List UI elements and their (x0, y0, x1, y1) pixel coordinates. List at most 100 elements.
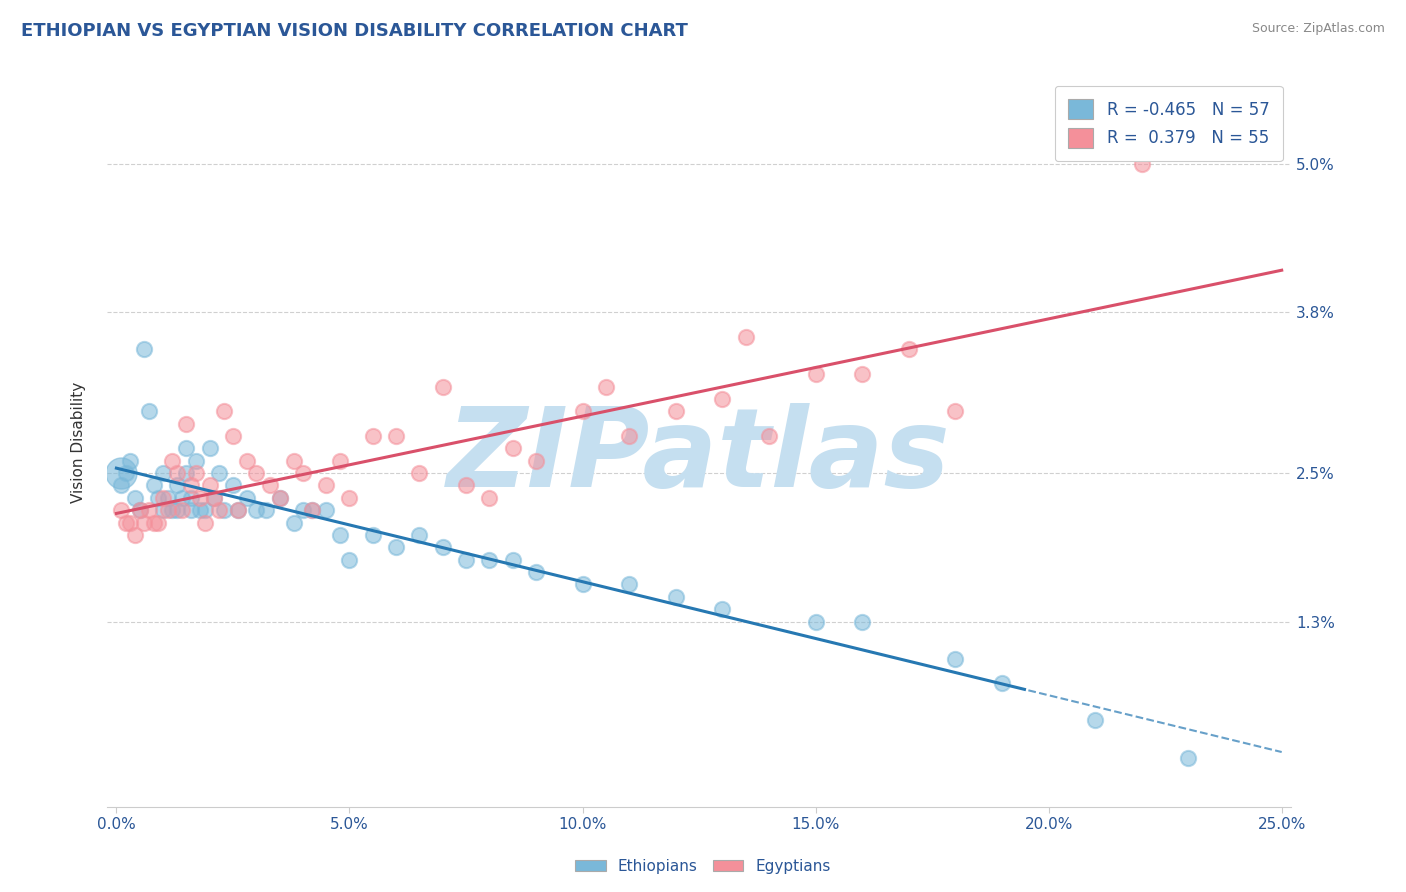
Point (180, 491, 202, 505)
Point (226, 503, 249, 517)
Point (315, 503, 337, 517)
Point (194, 503, 217, 517)
Y-axis label: Vision Disability: Vision Disability (72, 382, 86, 503)
Point (208, 503, 231, 517)
Point (236, 491, 259, 505)
Point (180, 503, 202, 517)
Point (166, 466, 188, 480)
Point (804, 368, 827, 382)
Point (128, 503, 150, 517)
Point (269, 491, 291, 505)
Point (361, 429, 384, 443)
Point (432, 379, 454, 393)
Point (329, 454, 352, 468)
Point (110, 466, 132, 480)
Point (945, 404, 967, 418)
Text: Source: ZipAtlas.com: Source: ZipAtlas.com (1251, 22, 1385, 36)
Point (897, 343, 920, 357)
Point (124, 528, 146, 542)
Point (571, 404, 593, 418)
Point (170, 503, 193, 517)
Point (110, 478, 132, 492)
Point (408, 528, 430, 542)
Point (212, 404, 235, 418)
Point (269, 491, 291, 505)
Point (138, 503, 160, 517)
Point (804, 615, 827, 629)
Point (120, 516, 142, 530)
Point (148, 491, 170, 505)
Point (138, 404, 160, 418)
Point (254, 503, 277, 517)
Point (222, 478, 245, 492)
Point (1084, 714, 1107, 728)
Point (128, 503, 150, 517)
Point (156, 491, 179, 505)
Point (176, 466, 198, 480)
Point (478, 552, 501, 566)
Point (194, 516, 217, 530)
Legend: Ethiopians, Egyptians: Ethiopians, Egyptians (569, 853, 837, 880)
Point (595, 379, 617, 393)
Point (226, 503, 249, 517)
Point (184, 454, 207, 468)
Point (339, 491, 361, 505)
Point (315, 478, 337, 492)
Point (571, 577, 593, 591)
Point (945, 651, 967, 665)
Point (142, 516, 165, 530)
Point (524, 565, 547, 579)
Point (454, 478, 477, 492)
Point (208, 466, 231, 480)
Point (166, 478, 188, 492)
Point (142, 478, 165, 492)
Point (222, 429, 245, 443)
Point (385, 429, 408, 443)
Point (291, 503, 314, 517)
Point (162, 454, 184, 468)
Text: ETHIOPIAN VS EGYPTIAN VISION DISABILITY CORRELATION CHART: ETHIOPIAN VS EGYPTIAN VISION DISABILITY … (21, 22, 688, 40)
Point (134, 516, 156, 530)
Point (152, 491, 174, 505)
Point (120, 454, 142, 468)
Point (198, 478, 221, 492)
Point (110, 503, 132, 517)
Point (156, 503, 179, 517)
Point (734, 330, 756, 344)
Point (245, 503, 267, 517)
Point (188, 503, 211, 517)
Point (408, 466, 430, 480)
Point (524, 454, 547, 468)
Point (454, 552, 477, 566)
Point (124, 491, 146, 505)
Point (617, 429, 640, 443)
Point (339, 552, 361, 566)
Point (188, 491, 211, 505)
Point (202, 491, 225, 505)
Point (152, 466, 174, 480)
Point (385, 541, 408, 555)
Text: ZIPatlas: ZIPatlas (447, 403, 950, 510)
Point (283, 454, 305, 468)
Point (665, 404, 688, 418)
Point (176, 442, 198, 456)
Point (329, 528, 352, 542)
Point (148, 516, 170, 530)
Point (291, 466, 314, 480)
Point (245, 466, 267, 480)
Point (170, 491, 193, 505)
Point (114, 466, 136, 480)
Point (711, 392, 734, 406)
Point (301, 503, 323, 517)
Point (502, 442, 524, 456)
Point (711, 602, 734, 616)
Point (162, 503, 184, 517)
Point (134, 343, 156, 357)
Point (361, 528, 384, 542)
Point (758, 429, 780, 443)
Point (114, 516, 136, 530)
Legend: R = -0.465   N = 57, R =  0.379   N = 55: R = -0.465 N = 57, R = 0.379 N = 55 (1054, 86, 1282, 161)
Point (202, 491, 225, 505)
Point (1177, 750, 1199, 764)
Point (176, 417, 198, 431)
